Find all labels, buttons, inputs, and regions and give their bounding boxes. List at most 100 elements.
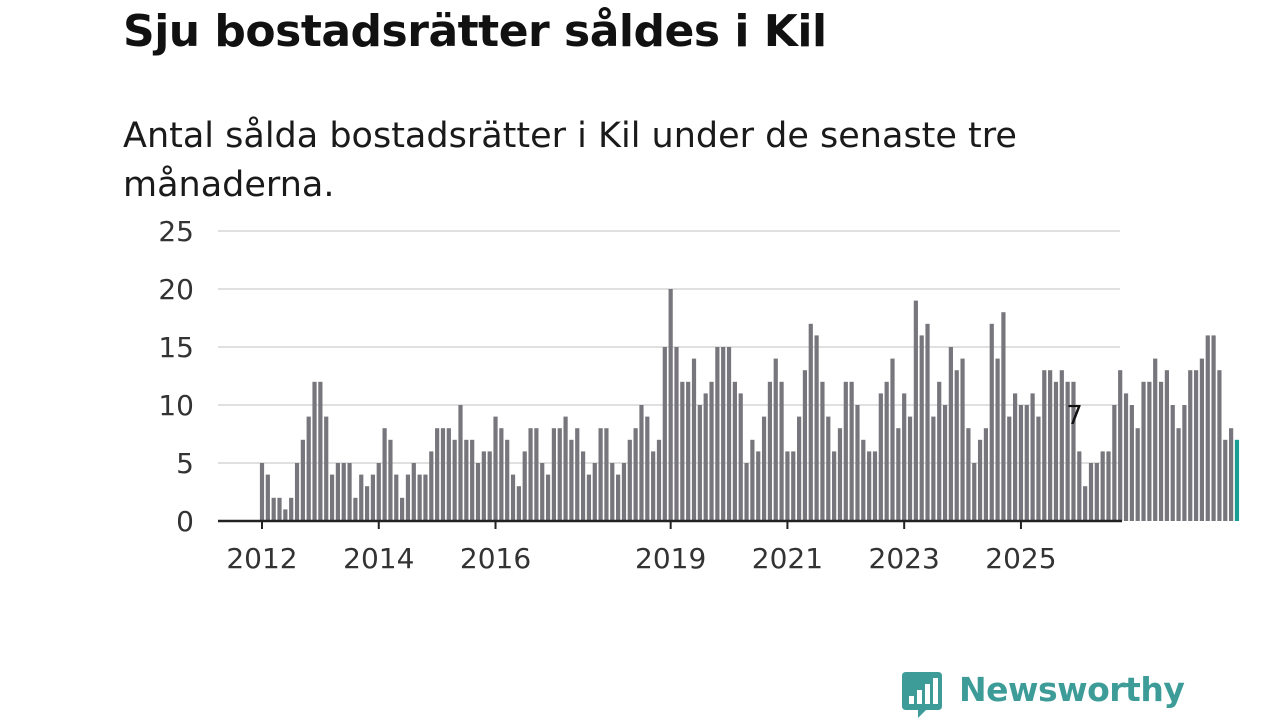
bar	[721, 347, 726, 521]
bar	[604, 428, 609, 521]
bar	[878, 393, 883, 521]
bar	[802, 370, 808, 521]
bar	[1053, 381, 1059, 521]
bar	[1147, 381, 1152, 521]
bar	[645, 416, 650, 521]
bar	[271, 497, 276, 521]
bar	[977, 439, 983, 521]
bar	[283, 509, 288, 521]
bar	[837, 428, 843, 521]
bar	[948, 347, 953, 521]
bar	[481, 451, 486, 521]
bar	[913, 300, 918, 521]
bar	[563, 416, 568, 521]
bar	[1088, 463, 1094, 521]
bar	[621, 463, 627, 521]
bar	[686, 381, 691, 521]
bar	[972, 463, 977, 521]
bar	[942, 405, 948, 521]
bar	[767, 381, 773, 521]
bar	[983, 428, 989, 521]
bar	[761, 416, 767, 521]
bar	[756, 451, 761, 521]
bar	[405, 474, 411, 521]
bar	[1129, 405, 1134, 521]
bar	[557, 428, 562, 521]
bar	[376, 463, 381, 521]
bar	[907, 416, 913, 521]
y-tick-label: 25	[158, 215, 194, 248]
bar	[259, 463, 265, 521]
chart-subtitle: Antal sålda bostadsrätter i Kil under de…	[123, 116, 1017, 205]
bar	[1199, 358, 1205, 521]
bar	[732, 381, 737, 521]
bar	[324, 416, 329, 521]
bar	[633, 428, 638, 521]
bar	[440, 428, 446, 521]
bar	[1001, 312, 1006, 521]
bar	[575, 428, 580, 521]
bar	[452, 439, 457, 521]
bars	[259, 289, 1240, 521]
bar	[937, 381, 942, 521]
bar	[966, 428, 971, 521]
bar	[826, 416, 831, 521]
bar	[347, 463, 352, 521]
bar	[610, 463, 615, 521]
bar	[726, 347, 732, 521]
bar	[703, 393, 708, 521]
bar	[872, 451, 878, 521]
bar	[411, 463, 416, 521]
bar	[528, 428, 533, 521]
x-tick-label: 2016	[460, 542, 531, 575]
bar	[516, 486, 521, 521]
newsworthy-logo: Newsworthy	[902, 670, 1185, 722]
bar	[639, 405, 644, 521]
bar	[464, 439, 469, 521]
bar	[651, 451, 656, 521]
bar	[499, 428, 504, 521]
bar	[960, 358, 965, 521]
x-tick-label: 2023	[869, 542, 940, 575]
bar	[849, 381, 854, 521]
bar	[1071, 381, 1076, 521]
bar	[773, 358, 778, 521]
bar	[493, 416, 498, 521]
bar	[738, 393, 743, 521]
annotations: 7	[1066, 401, 1083, 431]
bar	[300, 439, 305, 521]
bar	[995, 358, 1000, 521]
bar	[364, 486, 370, 521]
bar	[318, 381, 323, 521]
bar	[1013, 393, 1018, 521]
bar	[335, 463, 340, 521]
bar	[1153, 358, 1158, 521]
bar	[353, 497, 358, 521]
bar	[808, 323, 813, 521]
bar	[388, 439, 393, 521]
bar	[1083, 486, 1088, 521]
bar	[656, 439, 662, 521]
bar	[1118, 370, 1123, 521]
y-axis-ticks: 0 5 10 15 20 25	[158, 215, 194, 538]
bar	[294, 463, 300, 521]
bar	[534, 428, 539, 521]
bar	[890, 358, 895, 521]
bar	[1100, 451, 1105, 521]
bar	[1217, 370, 1222, 521]
bar	[1205, 335, 1210, 521]
y-tick-label: 0	[176, 505, 194, 538]
bar	[1018, 405, 1024, 521]
bar	[592, 463, 597, 521]
bar	[1106, 451, 1111, 521]
bar	[1036, 416, 1041, 521]
bar	[1182, 405, 1187, 521]
bar	[423, 474, 428, 521]
y-tick-label: 5	[176, 447, 194, 480]
bar	[370, 474, 376, 521]
bar	[797, 416, 802, 521]
bar	[1094, 463, 1099, 521]
bar	[1164, 370, 1169, 521]
y-tick-label: 15	[158, 331, 194, 364]
bar	[341, 463, 346, 521]
